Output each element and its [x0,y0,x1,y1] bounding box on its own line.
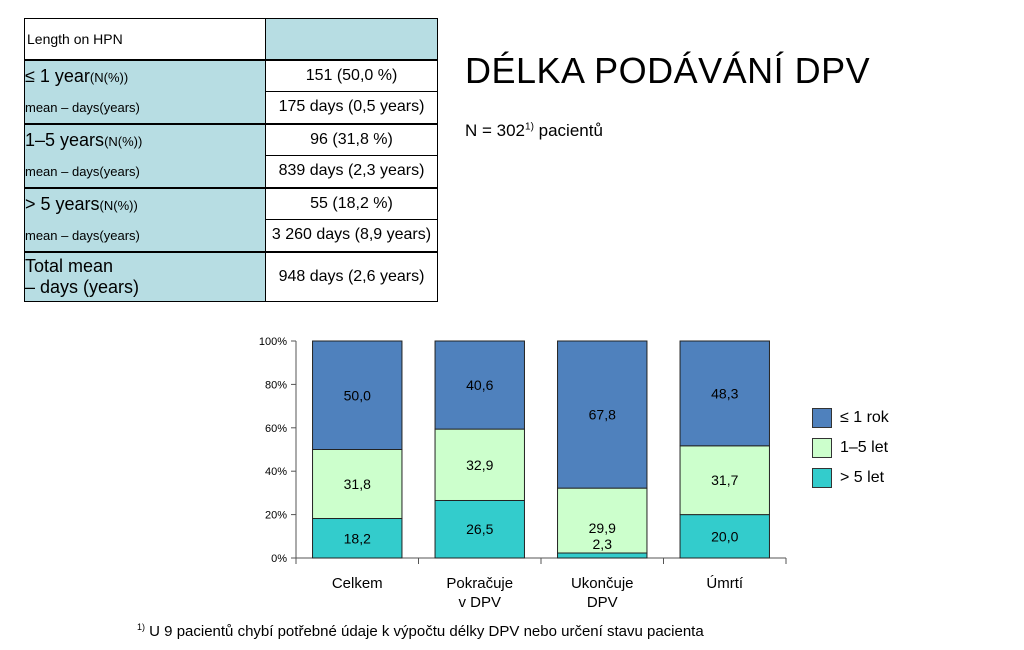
bar-data-label: 31,7 [711,472,738,488]
bar-segment [557,487,648,554]
legend-label: > 5 let [840,469,885,486]
y-tick-label: 100% [259,336,287,348]
x-tick-label: Pokračuje [446,575,513,592]
hpn-length-table: Length on HPN ≤ 1 year(N(%)) 151 (50,0 %… [24,18,438,302]
bar-segment [312,518,403,559]
x-tick-label: DPV [587,594,618,611]
bar-segment [434,499,525,559]
footnote: 1) U 9 pacientů chybí potřebné údaje k v… [137,622,704,640]
legend-item: ≤ 1 rok [812,403,889,433]
bar-data-label: 67,8 [589,407,616,423]
bar-segment [557,340,648,489]
legend-label: 1–5 let [840,439,889,456]
legend-swatch [812,468,832,488]
legend-item: 1–5 let [812,433,889,463]
total-label: Total mean – days (years) [24,250,266,302]
table-header-value [265,18,438,60]
group-sub-value: 839 days (2,3 years) [265,155,438,188]
bar-segment [557,552,648,559]
bar-data-label: 48,3 [711,385,738,401]
group-sub-label: mean – days(years) [24,219,266,252]
y-tick-label: 0% [271,553,287,565]
patient-count: N = 3021) pacientů [465,121,603,140]
bar-data-label: 18,2 [344,530,371,546]
legend-label: ≤ 1 rok [840,409,889,426]
legend-swatch [812,408,832,428]
bar-data-label: 26,5 [466,521,493,537]
x-tick-label: Ukončuje [571,575,634,592]
legend-item: > 5 let [812,463,889,493]
bar-segment [679,445,770,516]
bar-segment [434,428,525,501]
legend-swatch [812,438,832,458]
group-label: > 5 years(N(%)) [24,186,266,220]
bar-data-label: 2,3 [593,536,613,552]
group-value: 151 (50,0 %) [265,58,438,92]
bar-data-label: 50,0 [344,387,371,403]
bar-data-label: 31,8 [344,476,371,492]
stacked-bar-chart: 0% 20% 40% 60% 80% 100% 18,2 31,8 50,0 Celkem 26,5… [259,336,787,611]
group-value: 55 (18,2 %) [265,186,438,220]
y-tick-label: 60% [265,423,287,435]
y-tick-label: 80% [265,379,287,391]
bar-data-label: 40,6 [466,377,493,393]
bar-segment [434,340,525,430]
x-tick-label: v DPV [458,594,501,611]
bar-segment [312,340,403,450]
group-sub-value: 3 260 days (8,9 years) [265,219,438,252]
y-tick-label: 20% [265,510,287,522]
group-label: 1–5 years(N(%)) [24,122,266,156]
bar-data-label: 20,0 [711,528,738,544]
group-label: ≤ 1 year(N(%)) [24,58,266,92]
total-value: 948 days (2,6 years) [265,250,438,302]
page-title: DÉLKA PODÁVÁNÍ DPV [465,50,871,91]
x-tick-label: Celkem [332,575,383,592]
bar-data-label: 29,9 [589,520,616,536]
bar-segment [679,340,770,447]
bar-segment [679,514,770,559]
group-value: 96 (31,8 %) [265,122,438,156]
group-sub-label: mean – days(years) [24,91,266,124]
table-header-label: Length on HPN [24,18,266,60]
group-sub-label: mean – days(years) [24,155,266,188]
group-sub-value: 175 days (0,5 years) [265,91,438,124]
chart-legend: ≤ 1 rok 1–5 let > 5 let [812,403,889,493]
bar-segment [312,449,403,520]
y-tick-label: 40% [265,466,287,478]
x-tick-label: Úmrtí [706,575,743,592]
bar-data-label: 32,9 [466,457,493,473]
